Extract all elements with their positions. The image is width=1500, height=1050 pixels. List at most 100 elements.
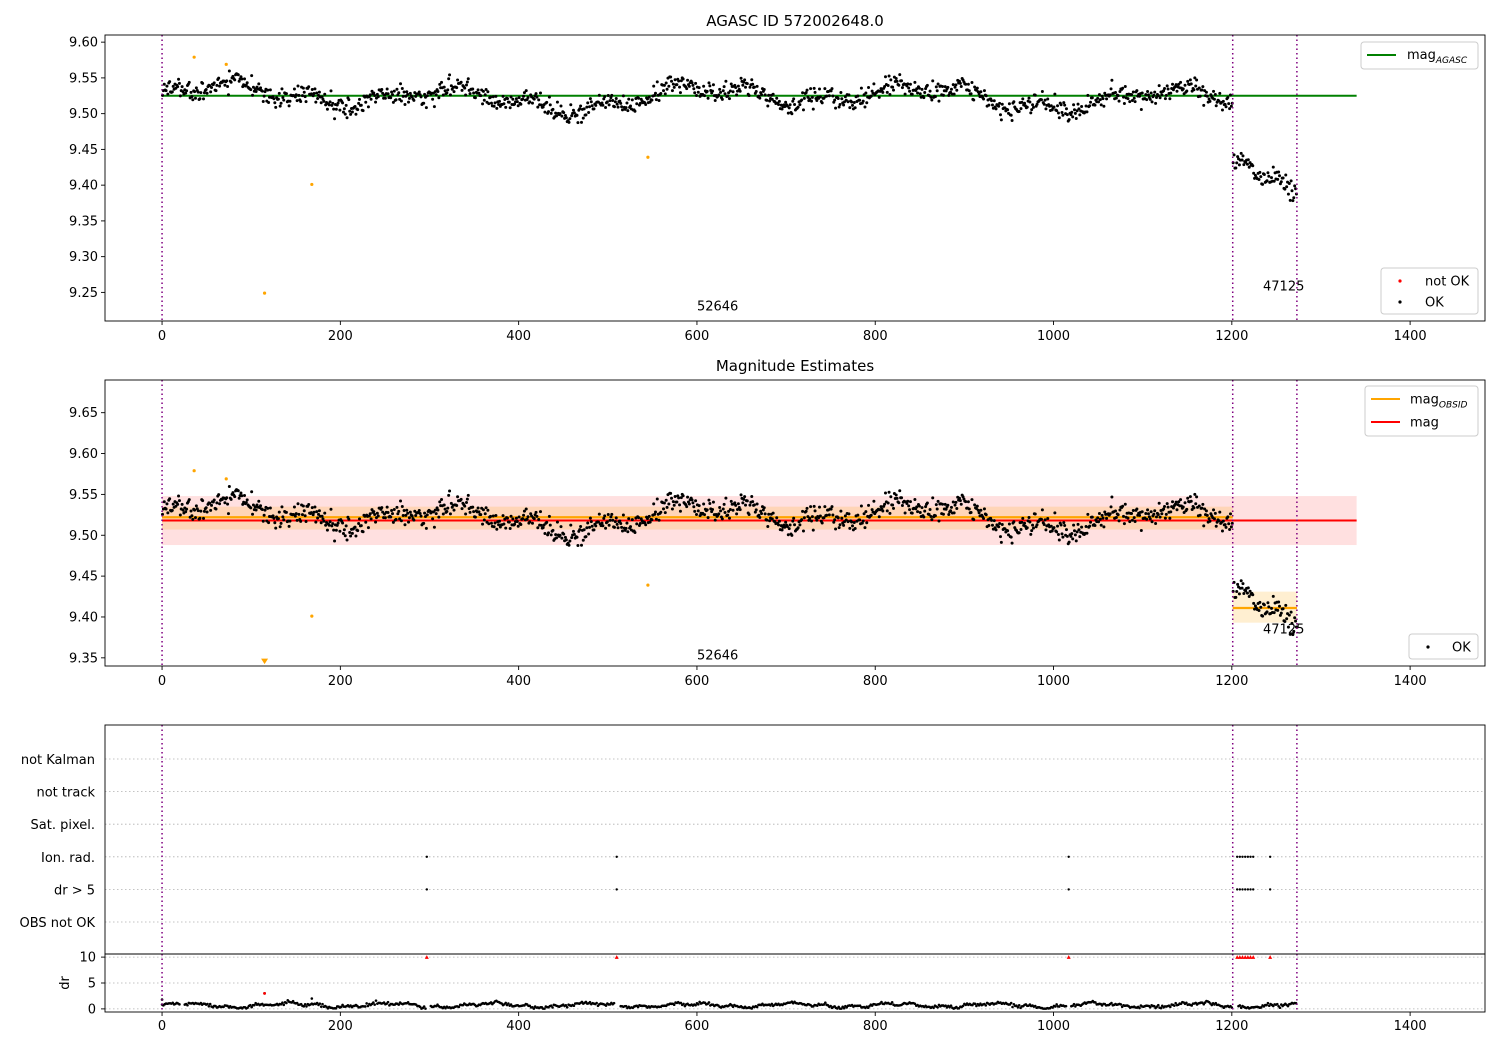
data-point-ok [958, 81, 962, 85]
data-point-ok [1217, 519, 1221, 523]
data-point-ok [555, 100, 559, 104]
data-point-ok [493, 521, 497, 525]
data-point-ok [1171, 82, 1175, 86]
data-point-ok [852, 520, 856, 524]
data-point-ok [690, 81, 694, 85]
data-point-ok [425, 94, 429, 98]
obsid-label: 52646 [697, 648, 738, 663]
data-point-ok [955, 507, 959, 511]
flag-point [1249, 888, 1252, 891]
data-point-ok [987, 523, 991, 527]
data-point-ok [341, 531, 345, 535]
dr-point [504, 1001, 508, 1005]
data-point-ok [525, 517, 529, 521]
dr-point [318, 1002, 322, 1005]
data-point-ok [372, 91, 376, 95]
chart1-frame [104, 34, 1486, 322]
data-point-ok [1122, 101, 1126, 105]
data-point-ok [1131, 90, 1135, 94]
dr-point [880, 1000, 883, 1004]
data-point-ok [830, 505, 834, 509]
dr-point [373, 1003, 376, 1006]
data-point-ok [364, 520, 368, 524]
data-point-ok [501, 94, 505, 98]
data-point-ok [1121, 504, 1125, 508]
data-point-ok [1055, 530, 1059, 534]
legend-box [1360, 41, 1479, 70]
data-point-ok [967, 507, 971, 511]
data-point-ok [456, 78, 460, 82]
data-point-ok [1121, 86, 1125, 90]
chart4-xtick-label: 1000 [1037, 1019, 1070, 1034]
data-point-ok [629, 104, 633, 108]
data-point-ok [1122, 522, 1126, 526]
data-point-ok [564, 538, 568, 542]
data-point-ok [406, 511, 410, 515]
data-point-ok [486, 508, 490, 512]
data-point-ok [547, 110, 551, 114]
data-point-ok [1203, 507, 1207, 511]
data-point-ok [872, 82, 876, 86]
data-point-ok [1052, 105, 1056, 109]
data-point-ok [300, 94, 304, 98]
chart2-ytick-label: 9.35 [69, 651, 98, 666]
data-point-ok [1198, 513, 1202, 517]
data-point-ok [946, 85, 950, 89]
data-point-ok [1063, 524, 1067, 528]
data-point-ok [947, 93, 951, 97]
data-point-ok [856, 94, 860, 98]
data-point-ok [307, 85, 311, 89]
data-point-ok [407, 96, 411, 100]
data-point-ok [244, 501, 248, 505]
data-point-ok [1070, 110, 1074, 114]
data-point-ok [1039, 98, 1043, 102]
data-point-ok [1109, 505, 1113, 509]
data-point-ok [555, 114, 559, 118]
data-point-ok [1157, 501, 1161, 505]
data-point-ok [272, 97, 276, 101]
data-point-ok [545, 520, 549, 524]
flag-point [1252, 888, 1255, 891]
data-point-ok [1067, 540, 1071, 544]
data-point-ok [199, 91, 203, 95]
data-point-ok [489, 514, 493, 518]
data-point-ok [1189, 499, 1193, 503]
data-point-ok [419, 95, 423, 99]
data-point-ok [1252, 171, 1256, 175]
data-point-ok [162, 82, 166, 86]
data-point-ok [1101, 516, 1105, 520]
data-point-ok [1117, 519, 1121, 523]
data-point-ok [677, 496, 681, 500]
data-point-ok [194, 504, 198, 508]
data-point-ok [259, 504, 263, 508]
data-point-ok [486, 90, 490, 94]
data-point-ok [597, 93, 601, 97]
data-point-ok [431, 517, 435, 521]
data-point-ok [322, 519, 326, 523]
data-point-ok [633, 530, 637, 534]
data-point-ok [309, 511, 313, 515]
data-point-ok [549, 533, 553, 537]
data-point-ok [669, 75, 673, 79]
data-point-ok [223, 501, 227, 505]
data-point-ok [1077, 528, 1081, 532]
data-point-ok [726, 513, 730, 517]
data-point-ok [916, 91, 920, 95]
data-point-ok [1031, 103, 1035, 107]
data-point-ok [358, 97, 362, 101]
data-point-ok [177, 494, 181, 498]
data-point-ok [239, 491, 243, 495]
legend-marker [1398, 279, 1402, 283]
chart1-ytick-label: 9.30 [69, 250, 98, 265]
data-point-ok [1158, 96, 1162, 100]
data-point-ok [1205, 94, 1209, 98]
data-point-ok [406, 92, 410, 96]
data-point-ok [329, 89, 333, 93]
data-point-ok [877, 515, 881, 519]
data-point-ok [982, 517, 986, 521]
data-point-ok [711, 89, 715, 93]
data-point-ok [576, 543, 580, 547]
data-point-ok [633, 109, 637, 113]
data-point-ok [279, 101, 283, 105]
data-point-ok [292, 87, 296, 91]
